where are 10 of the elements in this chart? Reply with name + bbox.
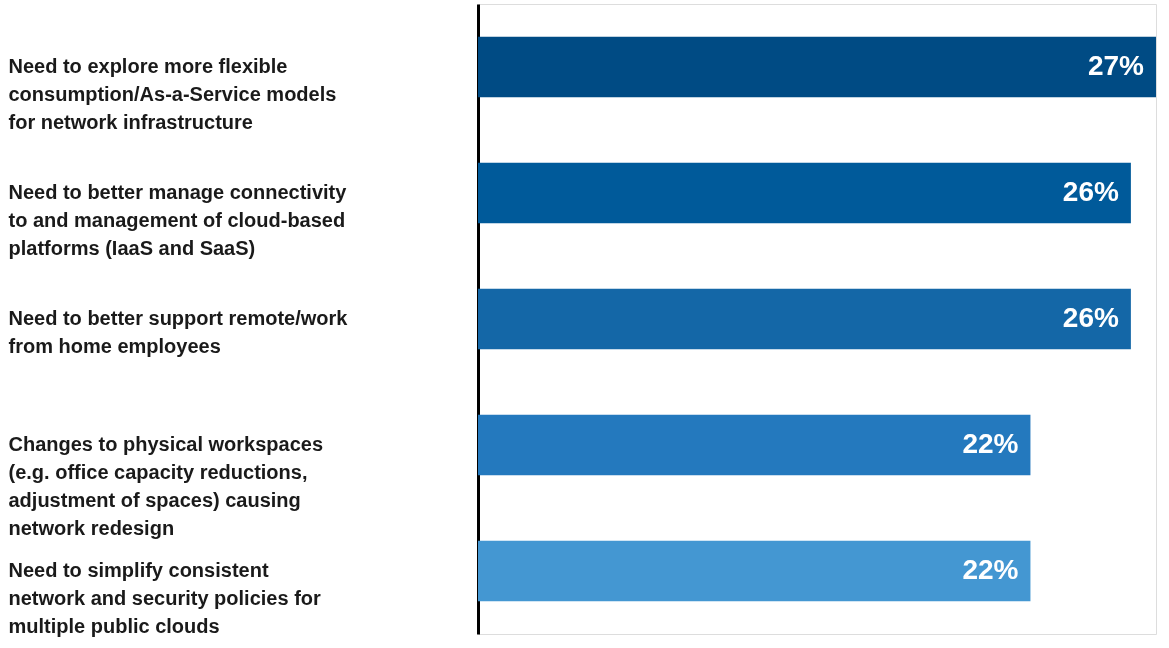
y-tick-label: Need to explore more flexible consumption/As-a-Service models for network infrastructure: [8, 55, 337, 133]
data-label: 26%: [1062, 176, 1119, 207]
y-tick-label: Changes to physical workspaces (e.g. office capacity reductions, adjustment of spaces) causing network redesign: [8, 433, 324, 539]
data-label: 27%: [1087, 50, 1145, 81]
y-tick-label: Need to better support remote/work from home employees: [8, 307, 349, 357]
data-label: 26%: [1062, 302, 1119, 333]
data-label: 22%: [962, 554, 1019, 585]
data-label: 22%: [962, 428, 1019, 459]
y-tick-label: Need to simplify consistent network and security policies for multiple public clouds: [8, 559, 322, 637]
y-tick-label: Need to better manage connectivity to and management of cloud-based platforms (IaaS and SaaS): [8, 181, 348, 259]
